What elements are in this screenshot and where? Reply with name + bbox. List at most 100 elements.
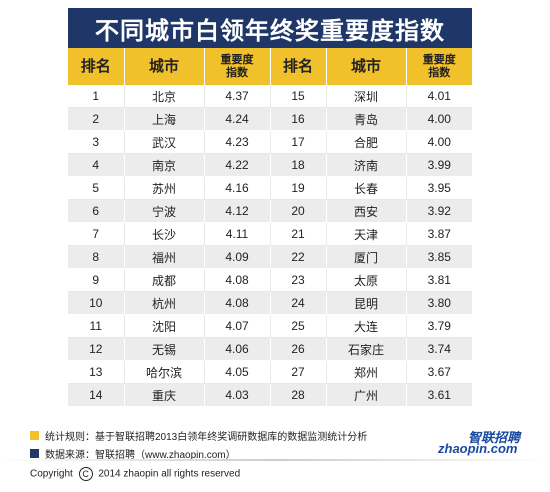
city-cell: 广州 [326, 383, 407, 407]
city-cell: 长沙 [124, 222, 205, 246]
copyright: Copyright C 2014 zhaopin all rights rese… [30, 467, 240, 481]
copyright-text: 2014 zhaopin all rights reserved [98, 468, 241, 480]
table-row: 4 南京 4.22 18 济南 3.99 [68, 153, 472, 177]
table-row: 7 长沙 4.11 21 天津 3.87 [68, 222, 472, 246]
index-cell: 3.87 [406, 222, 472, 246]
index-cell: 4.16 [204, 176, 271, 200]
rank-cell: 19 [270, 176, 327, 200]
index-cell: 3.74 [406, 337, 472, 361]
index-cell: 4.00 [406, 130, 472, 154]
index-cell: 4.05 [204, 360, 271, 384]
rank-cell: 4 [68, 153, 125, 177]
index-cell: 3.92 [406, 199, 472, 223]
index-cell: 3.95 [406, 176, 472, 200]
rank-cell: 9 [68, 268, 125, 292]
header-city: 城市 [124, 48, 205, 85]
rank-cell: 1 [68, 85, 125, 108]
rank-cell: 23 [270, 268, 327, 292]
ranking-table: 排名 城市 重要度 指数 排名 城市 重要度 指数 1 北京 4.37 15 深圳 4.01 2… [68, 48, 472, 407]
city-cell: 苏州 [124, 176, 205, 200]
rank-cell: 17 [270, 130, 327, 154]
city-cell: 济南 [326, 153, 407, 177]
table-row: 12 无锡 4.06 26 石家庄 3.74 [68, 337, 472, 361]
zhaopin-logo: zhaopin.com 智联招聘 [438, 429, 538, 457]
index-cell: 4.37 [204, 85, 271, 108]
rank-cell: 7 [68, 222, 125, 246]
city-cell: 哈尔滨 [124, 360, 205, 384]
city-cell: 太原 [326, 268, 407, 292]
city-cell: 厦门 [326, 245, 407, 269]
table-row: 8 福州 4.09 22 厦门 3.85 [68, 245, 472, 269]
city-cell: 大连 [326, 314, 407, 338]
city-cell: 昆明 [326, 291, 407, 315]
index-cell: 4.06 [204, 337, 271, 361]
index-cell: 3.80 [406, 291, 472, 315]
logo-latin: zhaopin.com [438, 441, 518, 456]
rank-cell: 15 [270, 85, 327, 108]
index-cell: 4.07 [204, 314, 271, 338]
rank-cell: 2 [68, 107, 125, 131]
rank-cell: 12 [68, 337, 125, 361]
rank-cell: 13 [68, 360, 125, 384]
table-row: 5 苏州 4.16 19 长春 3.95 [68, 176, 472, 200]
index-cell: 4.24 [204, 107, 271, 131]
yellow-square-icon [30, 431, 39, 440]
city-cell: 天津 [326, 222, 407, 246]
rank-cell: 10 [68, 291, 125, 315]
rank-cell: 28 [270, 383, 327, 407]
index-cell: 4.08 [204, 268, 271, 292]
city-cell: 长春 [326, 176, 407, 200]
data-source-note: 数据来源：智联招聘（www.zhaopin.com） [30, 446, 236, 461]
blue-square-icon [30, 449, 39, 458]
city-cell: 重庆 [124, 383, 205, 407]
city-cell: 深圳 [326, 85, 407, 108]
table-row: 2 上海 4.24 16 青岛 4.00 [68, 107, 472, 131]
copyright-icon: C [78, 467, 93, 481]
rank-cell: 6 [68, 199, 125, 223]
index-cell: 4.00 [406, 107, 472, 131]
table-header-row: 排名 城市 重要度 指数 排名 城市 重要度 指数 [68, 48, 472, 85]
city-cell: 北京 [124, 85, 205, 108]
index-cell: 3.81 [406, 268, 472, 292]
rank-cell: 3 [68, 130, 125, 154]
header-index: 重要度 指数 [406, 48, 472, 85]
city-cell: 南京 [124, 153, 205, 177]
rank-cell: 22 [270, 245, 327, 269]
rank-cell: 24 [270, 291, 327, 315]
rank-cell: 25 [270, 314, 327, 338]
city-cell: 福州 [124, 245, 205, 269]
city-cell: 宁波 [124, 199, 205, 223]
index-cell: 3.67 [406, 360, 472, 384]
city-cell: 郑州 [326, 360, 407, 384]
index-cell: 4.22 [204, 153, 271, 177]
data-source-text: 数据来源：智联招聘（www.zhaopin.com） [45, 450, 236, 461]
table-row: 6 宁波 4.12 20 西安 3.92 [68, 199, 472, 223]
divider [0, 459, 550, 461]
city-cell: 石家庄 [326, 337, 407, 361]
index-cell: 4.11 [204, 222, 271, 246]
header-rank: 排名 [270, 48, 327, 85]
header-rank: 排名 [68, 48, 125, 85]
index-cell: 3.85 [406, 245, 472, 269]
index-cell: 4.01 [406, 85, 472, 108]
table-row: 11 沈阳 4.07 25 大连 3.79 [68, 314, 472, 338]
city-cell: 青岛 [326, 107, 407, 131]
logo-cn: 智联招聘 [468, 430, 521, 445]
table-row: 14 重庆 4.03 28 广州 3.61 [68, 383, 472, 407]
index-cell: 3.99 [406, 153, 472, 177]
city-cell: 合肥 [326, 130, 407, 154]
index-cell: 4.08 [204, 291, 271, 315]
stat-rule-text: 统计规则：基于智联招聘2013白领年终奖调研数据库的数据监测统计分析 [45, 432, 368, 443]
city-cell: 上海 [124, 107, 205, 131]
rank-cell: 18 [270, 153, 327, 177]
copyright-label: Copyright [30, 468, 73, 480]
stat-rule-note: 统计规则：基于智联招聘2013白领年终奖调研数据库的数据监测统计分析 [30, 428, 367, 443]
city-cell: 沈阳 [124, 314, 205, 338]
rank-cell: 26 [270, 337, 327, 361]
city-cell: 杭州 [124, 291, 205, 315]
index-cell: 3.79 [406, 314, 472, 338]
rank-cell: 14 [68, 383, 125, 407]
index-cell: 4.23 [204, 130, 271, 154]
index-cell: 4.03 [204, 383, 271, 407]
index-cell: 4.12 [204, 199, 271, 223]
